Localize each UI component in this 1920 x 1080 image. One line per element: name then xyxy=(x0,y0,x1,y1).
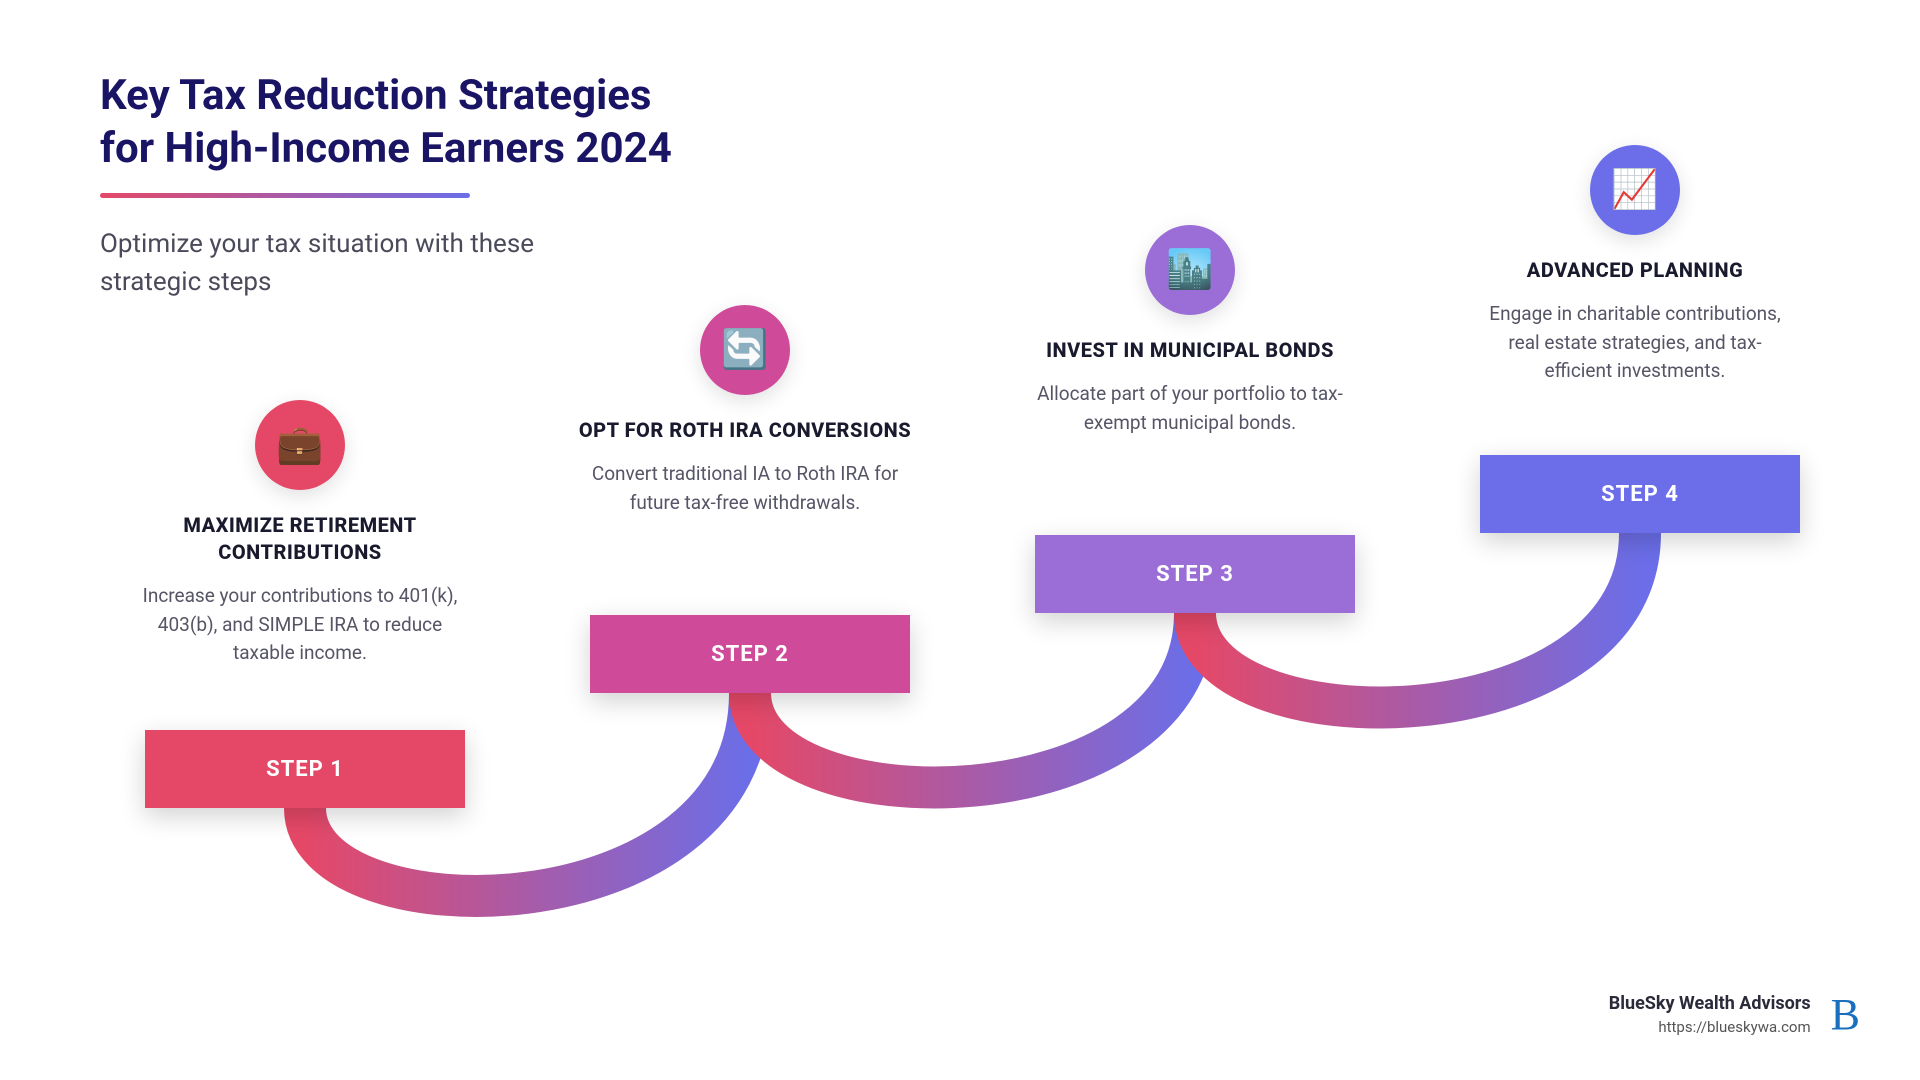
page-title: Key Tax Reduction Strategies for High-In… xyxy=(100,70,672,175)
step-2: 🔄 OPT FOR ROTH IRA CONVERSIONS Convert tra… xyxy=(575,305,915,517)
step-2-icon: 🔄 xyxy=(700,305,790,395)
step-1-icon: 💼 xyxy=(255,400,345,490)
step-3-icon: 🏙️ xyxy=(1145,225,1235,315)
step-3: 🏙️ INVEST IN MUNICIPAL BONDS Allocate part… xyxy=(1020,225,1360,437)
step-1-desc: Increase your contributions to 401(k), 4… xyxy=(130,582,470,668)
step-4: 📈 ADVANCED PLANNING Engage in charitable c… xyxy=(1465,145,1805,386)
step-3-title: INVEST IN MUNICIPAL BONDS xyxy=(1020,337,1360,364)
step-2-box: STEP 2 xyxy=(590,615,910,693)
step-2-desc: Convert traditional IA to Roth IRA for f… xyxy=(575,460,915,517)
step-4-title: ADVANCED PLANNING xyxy=(1465,257,1805,284)
footer: BlueSky Wealth Advisors https://blueskyw… xyxy=(1609,989,1860,1040)
title-line-1: Key Tax Reduction Strategies xyxy=(100,71,651,120)
step-1: 💼 MAXIMIZE RETIREMENT CONTRIBUTIONS Increa… xyxy=(130,400,470,668)
footer-company: BlueSky Wealth Advisors xyxy=(1609,993,1811,1014)
footer-text: BlueSky Wealth Advisors https://blueskyw… xyxy=(1609,993,1811,1036)
header: Key Tax Reduction Strategies for High-In… xyxy=(100,70,672,301)
step-3-desc: Allocate part of your portfolio to tax-e… xyxy=(1020,380,1360,437)
subtitle: Optimize your tax situation with these s… xyxy=(100,226,620,301)
step-4-desc: Engage in charitable contributions, real… xyxy=(1465,300,1805,386)
step-1-box: STEP 1 xyxy=(145,730,465,808)
footer-url: https://blueskywa.com xyxy=(1609,1018,1811,1036)
step-1-title: MAXIMIZE RETIREMENT CONTRIBUTIONS xyxy=(130,512,470,566)
footer-logo: B xyxy=(1831,989,1860,1040)
step-3-box: STEP 3 xyxy=(1035,535,1355,613)
step-2-title: OPT FOR ROTH IRA CONVERSIONS xyxy=(575,417,915,444)
step-4-icon: 📈 xyxy=(1590,145,1680,235)
title-underline xyxy=(100,193,470,198)
step-4-box: STEP 4 xyxy=(1480,455,1800,533)
title-line-2: for High-Income Earners 2024 xyxy=(100,124,672,173)
